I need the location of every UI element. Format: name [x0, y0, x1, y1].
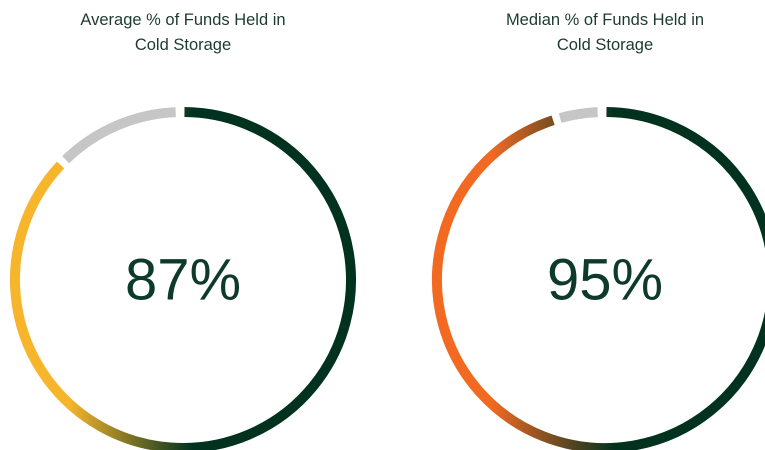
gauge-value: 87% — [125, 248, 241, 313]
gauge-arc — [10, 107, 356, 450]
gauge-title: Cold Storage — [135, 36, 231, 54]
gauge-title: Cold Storage — [557, 36, 653, 54]
gauge-title: Average % of Funds Held in — [80, 11, 285, 29]
gauge-track — [558, 107, 598, 123]
gauge-arc — [432, 107, 765, 450]
gauge-value: 95% — [547, 248, 663, 313]
gauge-track — [62, 107, 176, 164]
gauge-title: Median % of Funds Held in — [506, 11, 704, 29]
